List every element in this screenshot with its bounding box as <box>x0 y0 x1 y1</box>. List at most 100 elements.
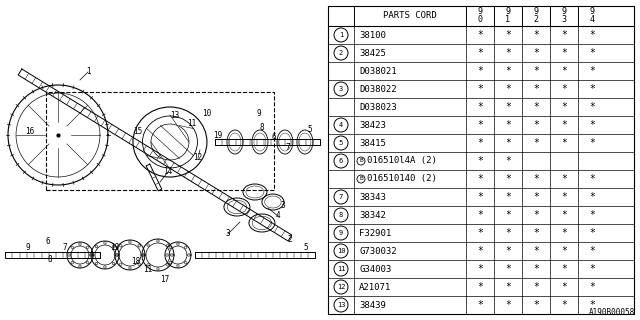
Text: 6: 6 <box>45 237 51 246</box>
Text: 38415: 38415 <box>359 139 386 148</box>
Text: 14: 14 <box>163 167 173 177</box>
Text: *: * <box>505 174 511 184</box>
Text: *: * <box>533 48 539 58</box>
Text: 38439: 38439 <box>359 300 386 309</box>
Text: *: * <box>533 264 539 274</box>
Text: *: * <box>533 300 539 310</box>
Text: *: * <box>505 138 511 148</box>
Text: *: * <box>561 138 567 148</box>
Text: G730032: G730032 <box>359 246 397 255</box>
Polygon shape <box>5 252 100 258</box>
Text: *: * <box>589 264 595 274</box>
Polygon shape <box>195 252 315 258</box>
Text: *: * <box>561 210 567 220</box>
Text: 10: 10 <box>202 109 212 118</box>
Text: 38342: 38342 <box>359 211 386 220</box>
Text: *: * <box>477 264 483 274</box>
Text: *: * <box>561 174 567 184</box>
Text: 9: 9 <box>589 7 595 17</box>
Text: *: * <box>589 84 595 94</box>
Text: *: * <box>505 66 511 76</box>
Text: *: * <box>561 282 567 292</box>
Text: 2: 2 <box>339 50 343 56</box>
Text: 38423: 38423 <box>359 121 386 130</box>
Text: *: * <box>589 300 595 310</box>
Text: 9: 9 <box>477 7 483 17</box>
Text: G34003: G34003 <box>359 265 391 274</box>
Text: *: * <box>477 282 483 292</box>
Text: B: B <box>359 158 363 164</box>
Text: *: * <box>505 246 511 256</box>
Text: 9: 9 <box>26 244 30 252</box>
Text: D038023: D038023 <box>359 102 397 111</box>
Text: *: * <box>477 120 483 130</box>
Polygon shape <box>115 240 145 270</box>
Text: 11: 11 <box>188 118 196 127</box>
Text: 7: 7 <box>285 143 291 153</box>
Text: 6: 6 <box>271 133 276 142</box>
Text: *: * <box>477 30 483 40</box>
Polygon shape <box>67 242 93 268</box>
Text: 3: 3 <box>280 202 285 211</box>
Text: 10: 10 <box>337 248 345 254</box>
Text: *: * <box>589 138 595 148</box>
Text: *: * <box>477 84 483 94</box>
Text: *: * <box>477 192 483 202</box>
Text: 016510140 (2): 016510140 (2) <box>367 174 437 183</box>
Text: 8: 8 <box>260 124 264 132</box>
Text: *: * <box>589 210 595 220</box>
Text: 016510l4A (2): 016510l4A (2) <box>367 156 437 165</box>
Text: *: * <box>561 30 567 40</box>
Text: *: * <box>533 228 539 238</box>
Text: 2: 2 <box>287 236 292 244</box>
Bar <box>46 92 274 190</box>
Bar <box>328 6 634 314</box>
Text: *: * <box>561 48 567 58</box>
Text: *: * <box>561 84 567 94</box>
Text: *: * <box>561 264 567 274</box>
Text: D038022: D038022 <box>359 84 397 93</box>
Text: *: * <box>477 156 483 166</box>
Text: 12: 12 <box>193 154 203 163</box>
Polygon shape <box>18 69 292 241</box>
Text: 13: 13 <box>170 110 180 119</box>
Text: 5: 5 <box>308 125 312 134</box>
Text: 4: 4 <box>339 122 343 128</box>
Text: *: * <box>589 246 595 256</box>
Text: *: * <box>561 102 567 112</box>
Text: 4: 4 <box>589 15 595 25</box>
Text: *: * <box>561 300 567 310</box>
Text: A190B00058: A190B00058 <box>589 308 635 317</box>
Text: 12: 12 <box>337 284 345 290</box>
Text: 9: 9 <box>339 230 343 236</box>
Text: *: * <box>533 102 539 112</box>
Text: *: * <box>533 282 539 292</box>
Text: *: * <box>477 66 483 76</box>
Polygon shape <box>146 164 162 191</box>
Text: 18: 18 <box>131 258 141 267</box>
Text: *: * <box>589 120 595 130</box>
Text: 8: 8 <box>339 212 343 218</box>
Text: 17: 17 <box>161 276 170 284</box>
Text: *: * <box>533 66 539 76</box>
Text: *: * <box>477 300 483 310</box>
Text: *: * <box>561 228 567 238</box>
Text: *: * <box>505 30 511 40</box>
Text: 6: 6 <box>339 158 343 164</box>
Text: *: * <box>533 192 539 202</box>
Text: 5: 5 <box>303 244 308 252</box>
Text: *: * <box>505 264 511 274</box>
Text: 38343: 38343 <box>359 193 386 202</box>
Text: *: * <box>589 48 595 58</box>
Text: *: * <box>477 102 483 112</box>
Text: 38425: 38425 <box>359 49 386 58</box>
Text: *: * <box>505 102 511 112</box>
Text: 2: 2 <box>534 15 538 25</box>
Text: 1: 1 <box>339 32 343 38</box>
Text: *: * <box>505 192 511 202</box>
Text: 4: 4 <box>276 212 280 220</box>
Polygon shape <box>215 139 320 145</box>
Text: *: * <box>561 66 567 76</box>
Text: *: * <box>505 228 511 238</box>
Text: *: * <box>589 66 595 76</box>
